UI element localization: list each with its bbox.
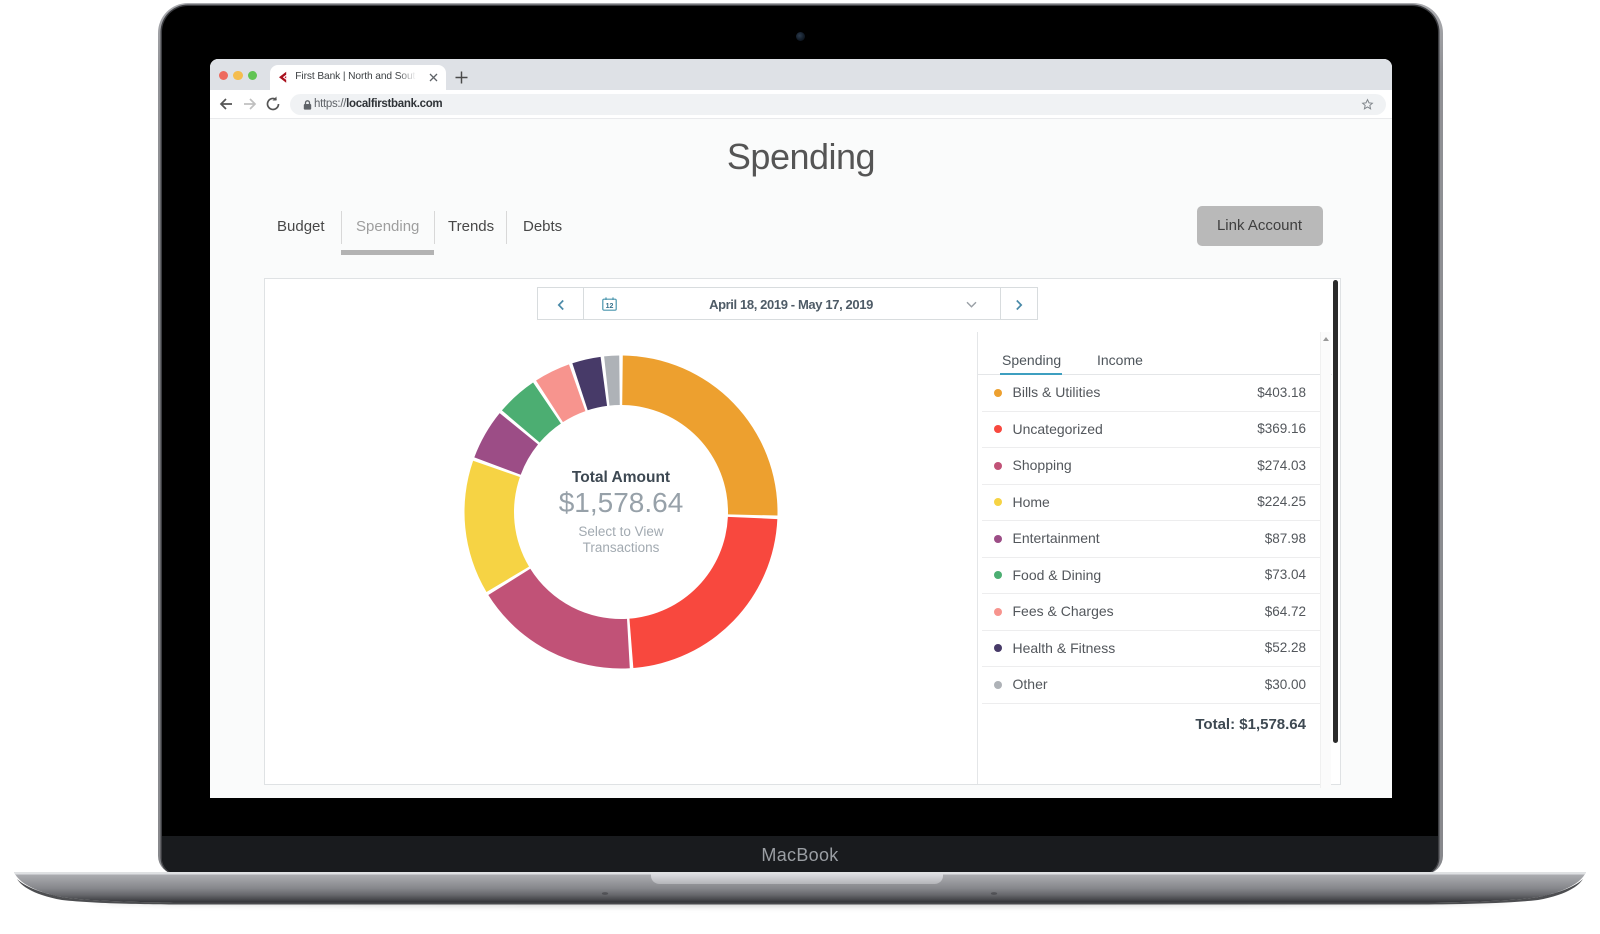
svg-text:12: 12: [606, 303, 614, 310]
